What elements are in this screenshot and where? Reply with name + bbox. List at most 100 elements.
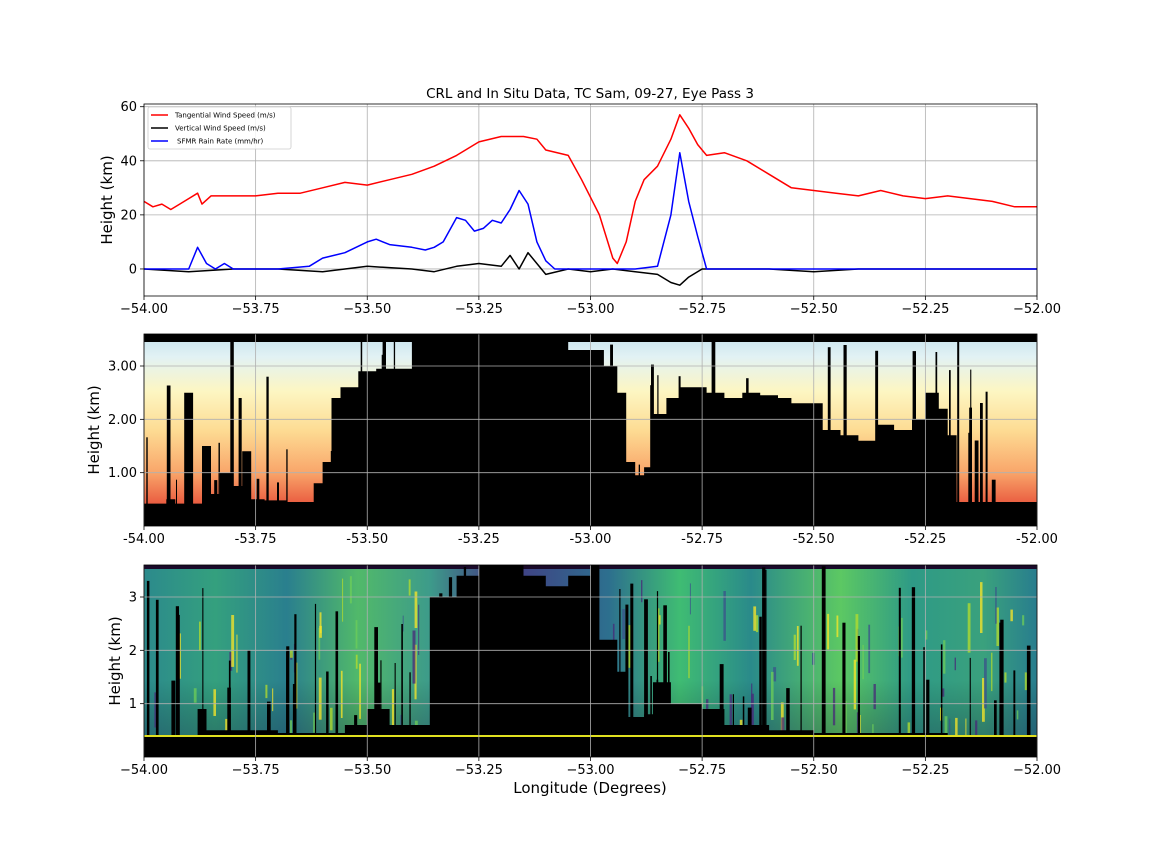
crl-heatmap-spike (437, 435, 442, 526)
insitu-heatmap-x-label: Longitude (Degrees) (513, 779, 667, 797)
insitu-heatmap-streak (402, 615, 404, 632)
insitu-heatmap-streak (855, 614, 859, 662)
legend: Tangential Wind Speed (m/s) Vertical Win… (147, 106, 292, 150)
line-panel: CRL and In Situ Data, TC Sam, 09-27, Eye… (98, 86, 1061, 317)
insitu-heatmap-streak (349, 576, 352, 604)
crl-heatmap-spike (381, 354, 384, 526)
line-panel-x-tick-label: −53.00 (566, 302, 614, 317)
insitu-heatmap-spike (732, 694, 734, 757)
insitu-heatmap-spike (394, 663, 396, 757)
crl-heatmap-spike (513, 463, 517, 526)
crl-heatmap-spike (390, 483, 394, 526)
crl-heatmap-spike (980, 403, 983, 526)
insitu-heatmap-spike (409, 672, 411, 757)
insitu-heatmap-streak (827, 613, 830, 650)
insitu-heatmap-streak (414, 591, 418, 628)
crl-heatmap-panel: -54.00 -53.75 -53.50 -53.25 -53.00 -52.75 -52.… (85, 333, 1058, 547)
crl-heatmap-spike (875, 350, 879, 526)
crl-heatmap-spike (665, 443, 668, 526)
crl-heatmap-spike (418, 378, 421, 526)
crl-heatmap-x-tick-label: -53.75 (235, 532, 277, 547)
crl-heatmap-spike (218, 442, 220, 526)
insitu-heatmap-streak (980, 582, 983, 633)
insitu-heatmap-streak (942, 688, 945, 697)
insitu-heatmap-spike (994, 700, 997, 757)
insitu-heatmap-spike (500, 710, 503, 757)
crl-heatmap-spike (146, 437, 148, 526)
crl-heatmap-spike (712, 384, 715, 526)
crl-heatmap-x-tick-label: -53.25 (458, 532, 500, 547)
line-panel-x-tick-label: −52.50 (790, 302, 838, 317)
crl-heatmap-spike (969, 407, 972, 526)
insitu-heatmap-spike (335, 611, 339, 757)
insitu-heatmap-spike (821, 566, 826, 757)
line-panel-x-tick-label: −53.25 (455, 302, 503, 317)
insitu-heatmap-streak (967, 603, 971, 653)
insitu-heatmap-x-tick-label: −53.75 (232, 763, 280, 778)
crl-heatmap-x-tick-label: -52.00 (1016, 532, 1058, 547)
insitu-heatmap-spike (555, 658, 559, 757)
insitu-heatmap-spike (911, 587, 916, 757)
insitu-heatmap-spike (1026, 645, 1031, 757)
insitu-heatmap-spike (759, 616, 762, 757)
crl-heatmap-spike (516, 468, 519, 526)
insitu-heatmap-streak (342, 578, 344, 622)
insitu-heatmap-streak (229, 652, 233, 671)
insitu-heatmap-streak (873, 684, 876, 710)
insitu-heatmap-streak (355, 654, 358, 669)
insitu-heatmap-spike (668, 652, 670, 757)
insitu-heatmap-streak (179, 633, 181, 679)
insitu-heatmap-streak (688, 625, 690, 679)
insitu-heatmap-streak (832, 687, 836, 726)
insitu-heatmap-streak (231, 615, 235, 667)
insitu-heatmap-streak (318, 628, 321, 660)
insitu-heatmap-streak (295, 662, 298, 709)
crl-heatmap-spike (332, 422, 335, 526)
insitu-heatmap-streak (812, 652, 815, 665)
insitu-heatmap-streak (853, 659, 856, 710)
insitu-heatmap-streak (418, 604, 420, 655)
insitu-heatmap-spike (842, 622, 846, 757)
insitu-heatmap-streak (943, 640, 946, 674)
insitu-heatmap-spike (202, 588, 204, 757)
insitu-heatmap-streak (1010, 609, 1013, 622)
insitu-heatmap-streak (319, 625, 322, 638)
insitu-heatmap-streak (991, 652, 993, 692)
insitu-heatmap-spike (656, 591, 659, 757)
insitu-heatmap-streak (355, 620, 358, 649)
crl-heatmap-y-ticks: 1.00 2.00 3.00 (108, 360, 144, 481)
series-tangential-line (144, 114, 1037, 265)
crl-heatmap-spike (942, 425, 944, 526)
insitu-heatmap-spike (326, 671, 329, 757)
insitu-heatmap-spike (513, 595, 516, 757)
crl-heatmap-spike (683, 429, 687, 526)
insitu-heatmap-streak (949, 718, 951, 744)
insitu-heatmap-streak (612, 623, 615, 656)
insitu-heatmap-spike (563, 712, 567, 757)
line-panel-x-tick-label: −52.00 (1013, 302, 1061, 317)
crl-heatmap-y-label: Height (km) (85, 385, 103, 474)
insitu-heatmap-y-label: Height (km) (106, 616, 124, 705)
insitu-heatmap-spike (969, 657, 971, 757)
insitu-heatmap-spike (857, 636, 860, 757)
insitu-heatmap-streak (658, 608, 660, 662)
crl-heatmap-spike (678, 376, 681, 526)
crl-heatmap-spike (706, 457, 709, 526)
crl-heatmap-spike (449, 463, 453, 526)
insitu-heatmap-spike (510, 648, 513, 757)
crl-heatmap-spike (393, 335, 396, 526)
insitu-heatmap-streak (289, 650, 293, 658)
insitu-heatmap-spike (898, 587, 901, 757)
crl-heatmap-spike (277, 482, 279, 526)
legend-box (147, 106, 292, 150)
insitu-heatmap-streak (984, 658, 987, 709)
insitu-heatmap-y-tick-label: 2 (129, 644, 137, 659)
crl-heatmap-spike (912, 351, 916, 526)
insitu-heatmap-streak (771, 671, 774, 720)
insitu-heatmap-spike (376, 682, 381, 757)
crl-heatmap-spike (651, 364, 654, 526)
insitu-heatmap-x-tick-label: −52.50 (790, 763, 838, 778)
insitu-heatmap-spike (479, 662, 483, 757)
insitu-heatmap-streak (622, 609, 625, 639)
crl-heatmap-spike (765, 459, 770, 526)
